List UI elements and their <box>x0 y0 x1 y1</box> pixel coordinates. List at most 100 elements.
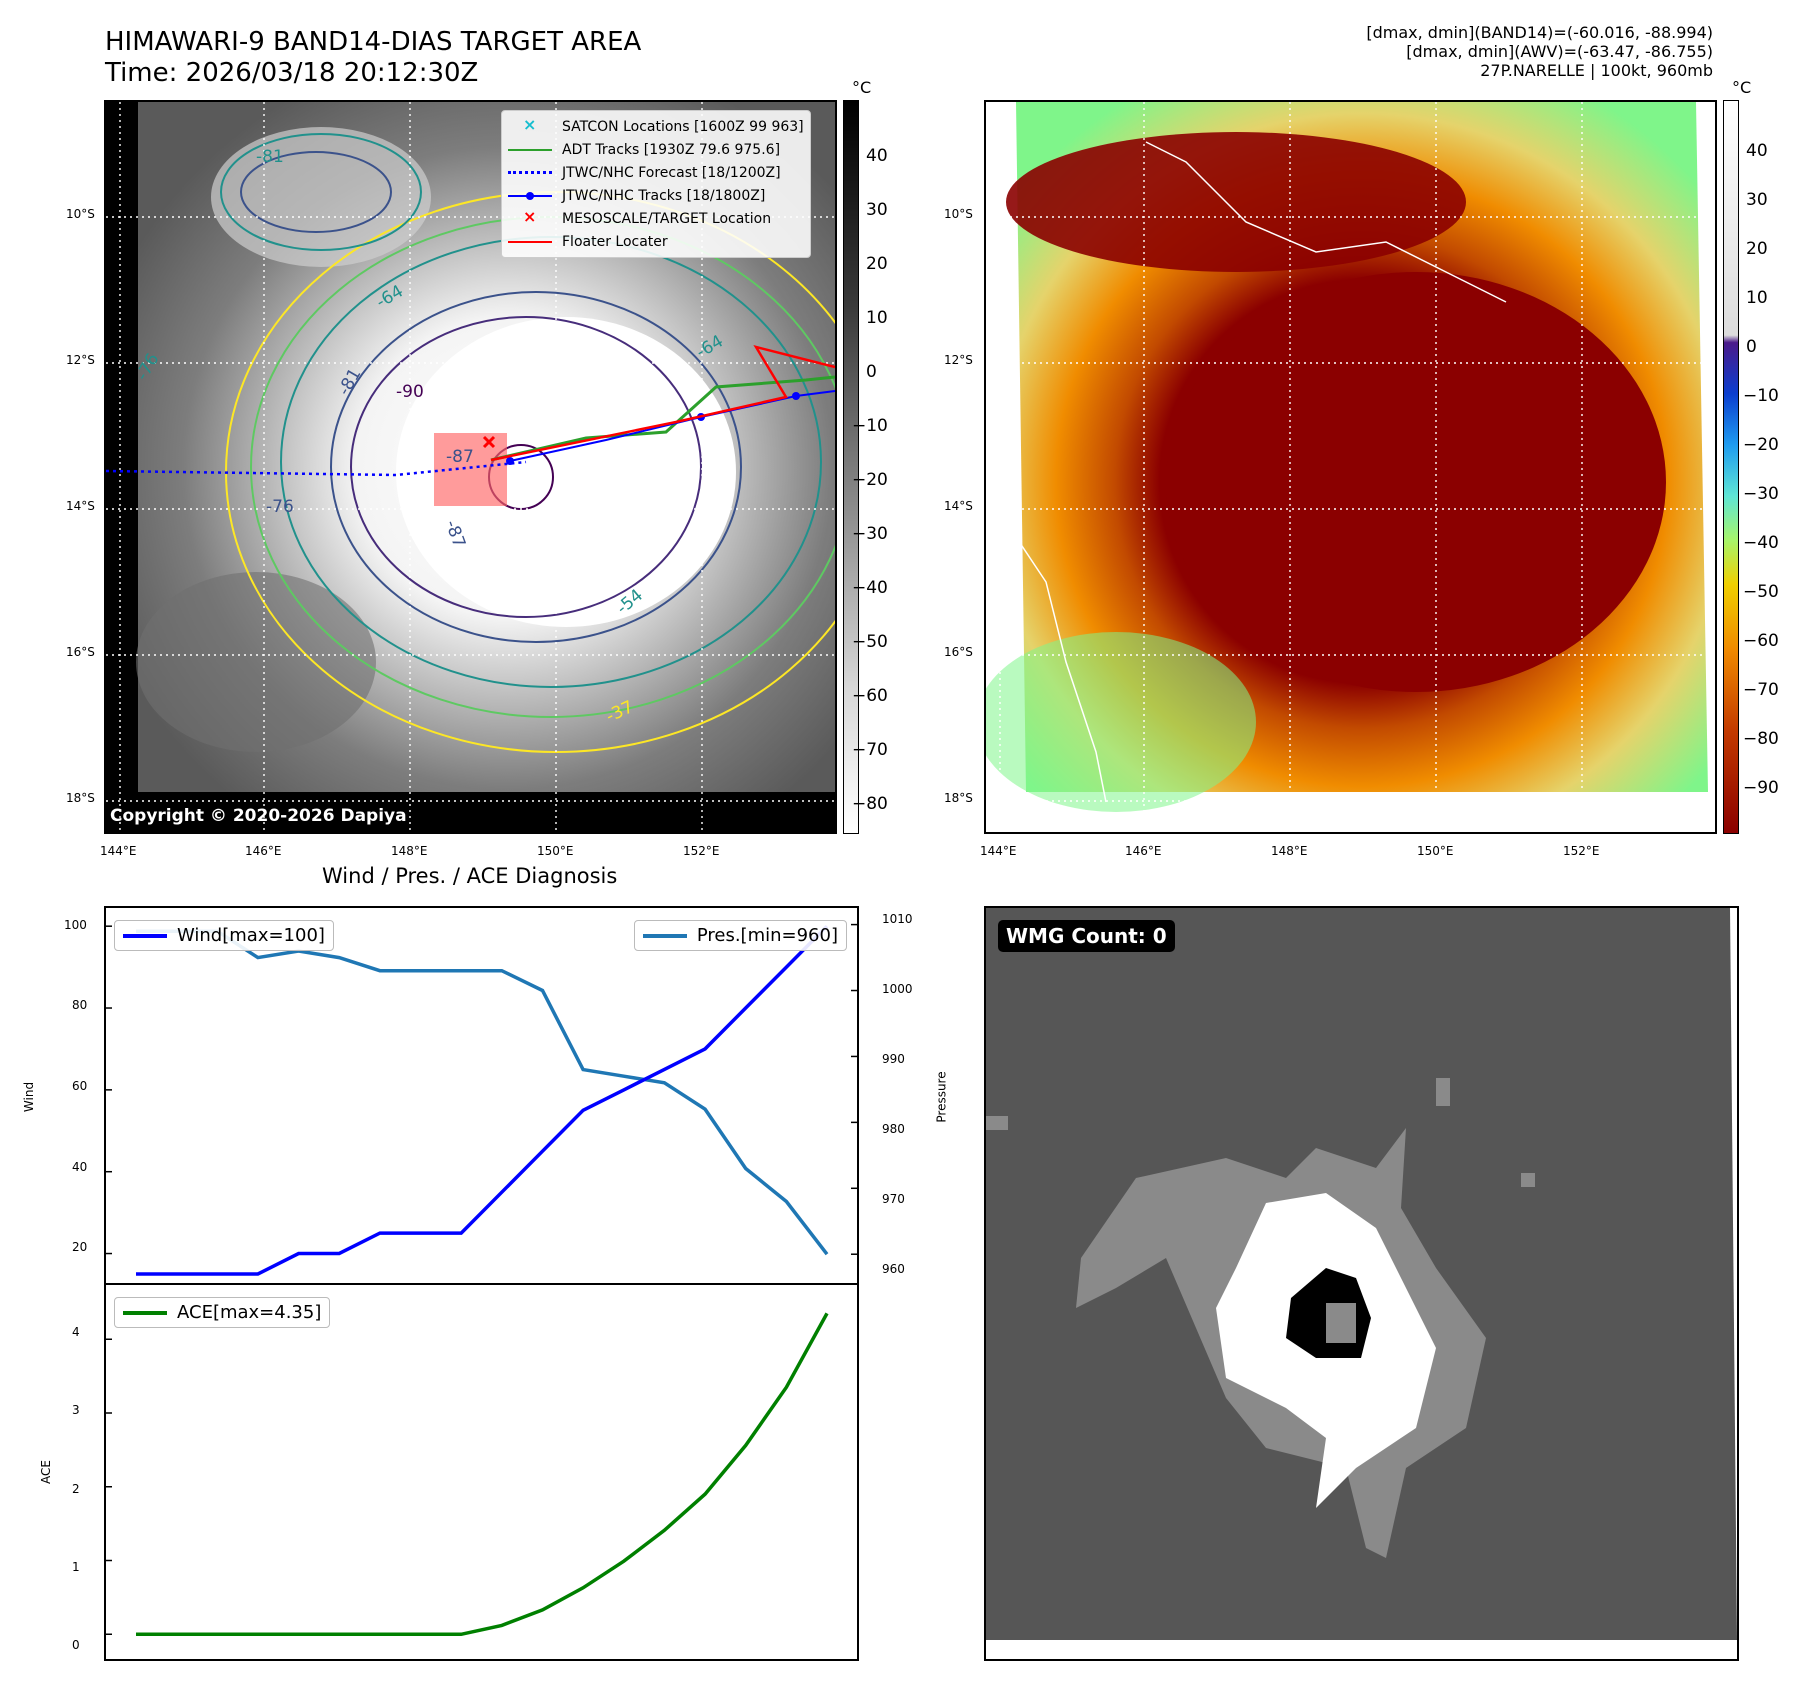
ir-map-panel[interactable]: -64 -76 -81 -87 -90 -54 -76 -87 -37 -64 … <box>104 100 837 834</box>
title-line-1: HIMAWARI-9 BAND14-DIAS TARGET AREA <box>105 27 642 57</box>
awv-range: [dmax, dmin](AWV)=(-63.47, -86.755) <box>1406 42 1713 61</box>
contour-line <box>220 133 422 251</box>
pressure-ytick: 980 <box>882 1122 905 1136</box>
central-dense-overcast <box>396 317 736 627</box>
ace-ytick: 3 <box>72 1403 80 1417</box>
wmg-panel[interactable]: WMG Count: 0 <box>984 906 1739 1661</box>
ir-colorbar-tick: −60 <box>852 686 888 706</box>
pressure-legend: Pres.[min=960] <box>633 920 847 951</box>
target-area-box <box>434 433 507 506</box>
wmg-cell <box>1521 1173 1535 1187</box>
title-line-2: Time: 2026/03/18 20:12:30Z <box>105 58 479 88</box>
pressure-ytick: 960 <box>882 1262 905 1276</box>
wmg-cell <box>1436 1078 1450 1106</box>
contour-line <box>350 316 702 618</box>
lat-label: 10°S <box>66 207 95 221</box>
contour-line <box>240 151 392 233</box>
legend-satcon: × SATCON Locations [1600Z 99 963] <box>508 115 804 138</box>
wmg-count-badge: WMG Count: 0 <box>998 920 1175 952</box>
figure-title: HIMAWARI-9 BAND14-DIAS TARGET AREA Time:… <box>105 27 641 89</box>
ace-chart: ACE[max=4.35] <box>104 1283 859 1661</box>
diagnosis-title: Wind / Pres. / ACE Diagnosis <box>322 864 618 888</box>
pressure-line-icon <box>642 933 687 938</box>
target-location-marker <box>482 435 496 449</box>
map-gridlines <box>986 102 1715 832</box>
legend-label: SATCON Locations [1600Z 99 963] <box>562 118 804 135</box>
lon-label: 144°E <box>100 844 137 858</box>
wv-colorbar-tick: −40 <box>1743 533 1779 553</box>
ir-colorbar-tick: 20 <box>866 254 888 274</box>
pressure-axis-label: Pressure <box>934 1071 949 1123</box>
wind-axis-label: Wind <box>22 1081 37 1113</box>
wv-map-panel[interactable] <box>984 100 1717 834</box>
wind-ytick: 60 <box>72 1079 88 1093</box>
lon-label: 146°E <box>245 844 282 858</box>
wind-series-line <box>136 924 829 1276</box>
copyright-notice: Copyright © 2020-2026 Dapiya <box>110 806 407 826</box>
wind-pressure-svg <box>106 923 857 1276</box>
lon-label: 152°E <box>683 844 720 858</box>
legend-label: JTWC/NHC Tracks [18/1800Z] <box>562 187 766 204</box>
contour-label: -90 <box>396 382 424 402</box>
ace-legend: ACE[max=4.35] <box>114 1297 331 1328</box>
ir-colorbar <box>843 100 859 834</box>
ir-colorbar-tick: −70 <box>852 740 888 760</box>
storm-info: [dmax, dmin](BAND14)=(-60.016, -88.994) … <box>1366 23 1713 80</box>
wmg-eye <box>1326 1303 1356 1343</box>
wv-colorbar <box>1723 100 1739 834</box>
legend-label: MESOSCALE/TARGET Location <box>562 210 772 227</box>
ace-svg <box>106 1312 829 1637</box>
lat-label: 16°S <box>66 645 95 659</box>
lat-label: 10°S <box>944 207 973 221</box>
legend-label: ADT Tracks [1930Z 79.6 975.6] <box>562 141 781 158</box>
band14-range: [dmax, dmin](BAND14)=(-60.016, -88.994) <box>1366 23 1713 42</box>
wv-colorbar-tick: −80 <box>1743 729 1779 749</box>
wind-line-icon <box>123 933 167 938</box>
ir-colorbar-tick: −50 <box>852 632 888 652</box>
ace-ytick: 1 <box>72 1560 80 1574</box>
legend-jtwc-forecast: JTWC/NHC Forecast [18/1200Z] <box>508 161 804 184</box>
ir-colorbar-tick: −20 <box>852 470 888 490</box>
lat-label: 14°S <box>944 499 973 513</box>
lon-label: 152°E <box>1563 844 1600 858</box>
pressure-ytick: 1010 <box>882 912 913 926</box>
wind-legend: Wind[max=100] <box>114 920 334 951</box>
storm-summary: 27P.NARELLE | 100kt, 960mb <box>1480 61 1713 80</box>
ace-series-line <box>136 1312 829 1637</box>
wv-map-svg <box>986 102 1715 832</box>
ace-legend-label: ACE[max=4.35] <box>177 1302 322 1323</box>
pressure-ytick: 1000 <box>882 982 913 996</box>
wv-colorbar-tick: −10 <box>1743 386 1779 406</box>
ace-axis-label: ACE <box>38 1460 53 1484</box>
lon-label: 148°E <box>1271 844 1308 858</box>
dotted-line-icon <box>508 166 552 180</box>
ir-cloud-band <box>136 572 376 752</box>
lon-label: 144°E <box>980 844 1017 858</box>
wind-ytick: 20 <box>72 1240 88 1254</box>
ir-colorbar-tick: 0 <box>866 362 877 382</box>
lat-label: 16°S <box>944 645 973 659</box>
floater-locater <box>490 345 835 462</box>
wv-colorbar-tick: 40 <box>1746 141 1768 161</box>
contour-label: -76 <box>266 497 294 517</box>
legend-target: × MESOSCALE/TARGET Location <box>508 207 804 230</box>
ace-ytick: 0 <box>72 1638 80 1652</box>
lon-label: 150°E <box>1417 844 1454 858</box>
wv-colorbar-tick: −20 <box>1743 435 1779 455</box>
wv-colorbar-tick: −70 <box>1743 680 1779 700</box>
ir-colorbar-tick: −10 <box>852 416 888 436</box>
wind-legend-label: Wind[max=100] <box>177 925 325 946</box>
legend-adt: ADT Tracks [1930Z 79.6 975.6] <box>508 138 804 161</box>
ir-colorbar-unit: °C <box>852 78 872 97</box>
ace-line-icon <box>123 1310 167 1315</box>
ir-colorbar-tick: 10 <box>866 308 888 328</box>
wv-colorbar-tick: −30 <box>1743 484 1779 504</box>
wv-moisture-band <box>1006 132 1466 272</box>
lon-label: 150°E <box>537 844 574 858</box>
legend-jtwc-tracks: JTWC/NHC Tracks [18/1800Z] <box>508 184 804 207</box>
ir-colorbar-tick: −80 <box>852 794 888 814</box>
contour-label: -87 <box>446 447 474 467</box>
wv-colorbar-tick: −50 <box>1743 582 1779 602</box>
line-marker-icon <box>508 143 552 157</box>
wv-dry-region <box>986 632 1256 812</box>
